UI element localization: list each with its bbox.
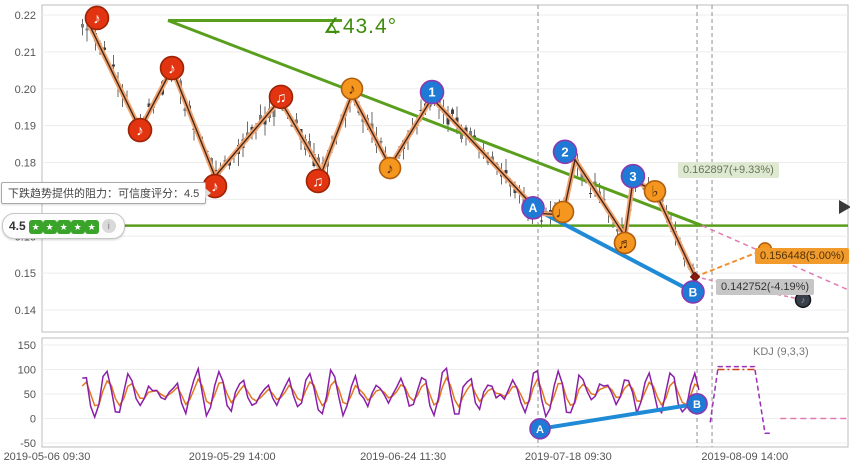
wave-note-marker-orange[interactable]: ♬ <box>613 231 637 255</box>
price-y-tick-label: 0.14 <box>15 305 36 317</box>
wave-zigzag-core <box>89 25 696 278</box>
confidence-rating-pill[interactable]: 4.5 ★ ★ ★ ★ ★ i <box>2 213 125 239</box>
price-y-tick-label: 0.18 <box>15 158 36 170</box>
price-y-tick-label: 0.21 <box>15 47 36 59</box>
confidence-rating-value: 4.5 <box>9 219 26 233</box>
kdj-y-tick-label: 100 <box>18 365 36 377</box>
info-icon[interactable]: i <box>101 219 116 233</box>
price-letter-marker-A[interactable]: A <box>521 196 545 220</box>
trend-resistance-tooltip: 下跌趋势提供的阻力：可信度评分：4.5 <box>1 182 212 204</box>
x-tick-label: 2019-06-24 11:30 <box>360 451 446 463</box>
kdj-indicator-label: KDJ (9,3,3) <box>753 346 809 358</box>
wave-note-marker-red[interactable]: ♫ <box>268 84 294 110</box>
svg-text:2: 2 <box>561 144 568 159</box>
svg-text:A: A <box>536 424 544 436</box>
price-y-tick-label: 0.15 <box>15 268 36 280</box>
up-target-price-label: 0.156448(5.00%) <box>755 248 850 264</box>
kdj-letter-marker-B[interactable]: B <box>686 392 708 415</box>
wave-number-marker-2[interactable]: 2 <box>552 139 578 165</box>
resistance-price-label: 0.162897(+9.33%) <box>678 162 779 178</box>
wave-note-marker-orange[interactable]: ♪ <box>378 156 402 180</box>
svg-text:3: 3 <box>629 169 636 184</box>
x-tick-label: 2019-07-18 09:30 <box>525 451 612 463</box>
kdj-y-tick-label: -50 <box>20 438 36 450</box>
svg-text:♪: ♪ <box>93 10 101 27</box>
svg-text:♪: ♪ <box>386 160 394 177</box>
price-y-tick-label: 0.19 <box>15 121 36 133</box>
wave-note-marker-orange[interactable]: ♪ <box>340 77 364 101</box>
confidence-cube-icon: ★ <box>28 220 43 234</box>
price-letter-marker-B[interactable]: B <box>681 280 705 304</box>
svg-text:♩: ♩ <box>555 204 570 221</box>
wave-number-marker-1[interactable]: 1 <box>419 79 445 105</box>
svg-text:♬: ♬ <box>617 235 632 252</box>
kdj-y-tick-label: 150 <box>18 340 36 352</box>
svg-text:B: B <box>693 399 701 411</box>
confidence-cube-icon: ★ <box>42 220 57 234</box>
x-tick-label: 2019-05-29 14:00 <box>189 451 276 463</box>
kdj-panel <box>41 337 849 448</box>
down-target-price-label: 0.142752(-4.19%) <box>716 279 815 295</box>
svg-text:♪: ♪ <box>168 61 176 78</box>
confidence-cube-icon: ★ <box>84 220 99 234</box>
svg-text:♪: ♪ <box>136 122 144 139</box>
down-projection-line <box>694 276 804 301</box>
up-projection-line <box>694 248 766 278</box>
trendline-angle-label: ∡43.4° <box>323 15 398 38</box>
svg-text:1: 1 <box>428 85 435 100</box>
confidence-cube-icon: ★ <box>70 220 85 234</box>
kdj-ab-blue-line[interactable] <box>538 401 700 431</box>
wave-note-marker-red[interactable]: ♪ <box>159 55 185 81</box>
wave-note-marker-orange[interactable]: ♩ <box>551 200 575 224</box>
right-edge-arrow-icon[interactable] <box>839 200 850 214</box>
kdj-k-line <box>82 365 700 420</box>
muted-note-icon: ♪ <box>801 295 806 305</box>
down-trendline[interactable] <box>167 19 703 227</box>
confidence-rating-icons: ★ ★ ★ ★ ★ <box>28 217 99 235</box>
svg-text:♪: ♪ <box>348 81 356 98</box>
svg-text:♫: ♫ <box>275 89 286 106</box>
svg-text:A: A <box>529 201 538 215</box>
svg-text:♫: ♫ <box>312 173 323 190</box>
confidence-cube-icon: ★ <box>56 220 71 234</box>
price-y-tick-label: 0.22 <box>15 10 36 22</box>
kdj-letter-marker-A[interactable]: A <box>529 417 551 440</box>
svg-text:♪: ♪ <box>211 179 219 196</box>
svg-text:B: B <box>689 285 698 299</box>
x-tick-label: 2019-05-06 09:30 <box>4 451 91 463</box>
kdj-y-tick-label: 50 <box>24 389 36 401</box>
svg-text:♭: ♭ <box>651 184 658 201</box>
wave-note-marker-orange[interactable]: ♭ <box>643 179 667 203</box>
wave-note-marker-red[interactable]: ♫ <box>305 168 331 194</box>
price-y-tick-label: 0.20 <box>15 84 36 96</box>
x-tick-label: 2019-08-09 14:00 <box>701 451 788 463</box>
wave-note-marker-red[interactable]: ♪ <box>84 5 110 31</box>
kdj-y-tick-label: 0 <box>30 414 36 426</box>
wave-note-marker-red[interactable]: ♪ <box>127 117 153 143</box>
wave-number-marker-3[interactable]: 3 <box>620 163 646 189</box>
kdj-forecast-line <box>709 365 770 434</box>
